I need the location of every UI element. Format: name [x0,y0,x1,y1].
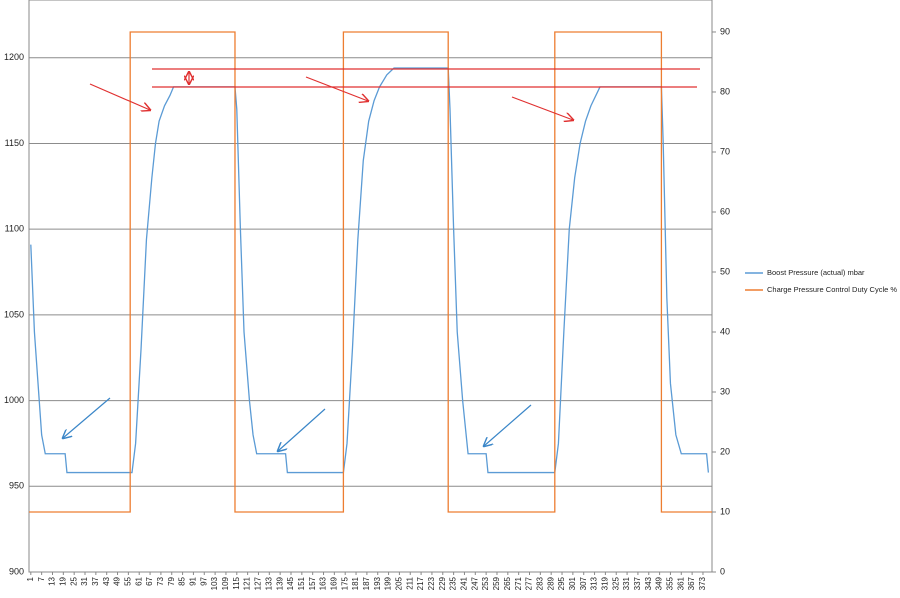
x-tick-label: 31 [80,576,89,585]
x-tick-label: 85 [178,576,187,585]
y2-tick-label: 40 [720,326,730,336]
plot-frame [28,0,713,573]
x-tick-label: 277 [525,576,534,590]
y2-tick-label: 80 [720,86,730,96]
x-tick-label: 271 [514,576,523,590]
annotation-arrow [89,83,150,110]
y-tick-label: 1150 [5,138,24,148]
y-tick-label: 900 [9,566,24,576]
x-tick-label: 175 [340,576,349,590]
x-tick-label: 241 [460,576,469,590]
x-tick-label: 37 [91,576,100,585]
x-tick-label: 343 [644,576,653,590]
x-tick-label: 301 [568,576,577,590]
x-tick-label: 1 [26,576,35,581]
x-tick-label: 169 [329,576,338,590]
annotation-arrow [305,76,368,101]
y2-tick-label: 30 [720,386,730,396]
x-tick-label: 313 [590,576,599,590]
y-tick-label: 1050 [4,309,24,319]
x-tick-label: 163 [319,576,328,590]
x-tick-label: 199 [384,576,393,590]
legend-label: Charge Pressure Control Duty Cycle % [767,285,897,294]
x-tick-label: 139 [275,576,284,590]
x-tick-label: 151 [297,576,306,590]
y2-tick-label: 50 [720,266,730,276]
x-tick-label: 223 [427,576,436,590]
x-tick-label: 55 [123,576,132,585]
x-tick-label: 253 [481,576,490,590]
y-tick-label: 1200 [4,52,24,62]
x-tick-label: 61 [134,576,143,585]
grid [29,57,712,573]
x-tick-label: 307 [579,576,588,590]
y2-tick-label: 10 [720,506,730,516]
x-tick-label: 331 [622,576,631,590]
x-tick-label: 19 [58,576,67,585]
y2-tick-label: 90 [720,26,730,36]
x-tick-label: 361 [676,576,685,590]
x-tick-label: 247 [470,576,479,590]
x-tick-label: 181 [351,576,360,590]
x-tick-label: 121 [243,576,252,590]
x-tick-label: 373 [698,576,707,590]
x-tick-label: 205 [395,576,404,590]
annotation-arrow [63,397,111,438]
x-tick-label: 217 [416,576,425,590]
x-tick-label: 49 [113,576,122,585]
annotations [63,68,700,451]
x-tick-label: 91 [189,576,198,585]
x-tick-label: 187 [362,576,371,590]
annotation-arrow [511,96,573,120]
x-tick-label: 259 [492,576,501,590]
x-tick-label: 355 [666,576,675,590]
x-tick-label: 133 [264,576,273,590]
x-tick-label: 127 [254,576,263,590]
x-tick-label: 289 [546,576,555,590]
x-tick-label: 79 [167,576,176,585]
y-tick-label: 1000 [4,395,24,405]
y2-tick-label: 70 [720,146,730,156]
x-tick-label: 193 [373,576,382,590]
x-tick-label: 319 [601,576,610,590]
annotation-arrow [484,404,532,446]
y-tick-label: 950 [9,481,24,491]
x-tick-label: 109 [221,576,230,590]
x-tick-label: 25 [69,576,78,585]
x-tick-label: 295 [557,576,566,590]
annotation-arrow [278,408,326,451]
x-tick-label: 157 [308,576,317,590]
x-tick-label: 43 [102,576,111,585]
x-tick-label: 283 [535,576,544,590]
series-line [29,31,712,513]
x-tick-label: 115 [232,576,241,589]
y2-tick-label: 0 [720,566,725,576]
x-tick-label: 103 [210,576,219,590]
x-tick-label: 13 [48,576,57,585]
series-line [30,67,710,474]
x-tick-label: 265 [503,576,512,590]
x-tick-label: 145 [286,576,295,590]
x-tick-label: 325 [611,576,620,590]
x-tick-label: 73 [156,576,165,585]
x-tick-label: 235 [449,576,458,590]
y-tick-label: 1100 [5,224,24,234]
y2-tick-label: 20 [720,446,730,456]
x-tick-label: 337 [633,576,642,590]
y2-tick-label: 60 [720,206,730,216]
x-tick-label: 7 [37,576,46,581]
x-tick-label: 349 [655,576,664,590]
series-lines [29,31,712,513]
x-tick-label: 97 [199,576,208,585]
x-tick-label: 229 [438,576,447,590]
x-tick-label: 367 [687,576,696,590]
legend-label: Boost Pressure (actual) mbar [767,268,865,277]
x-tick-label: 211 [405,576,414,589]
x-tick-label: 67 [145,576,154,585]
